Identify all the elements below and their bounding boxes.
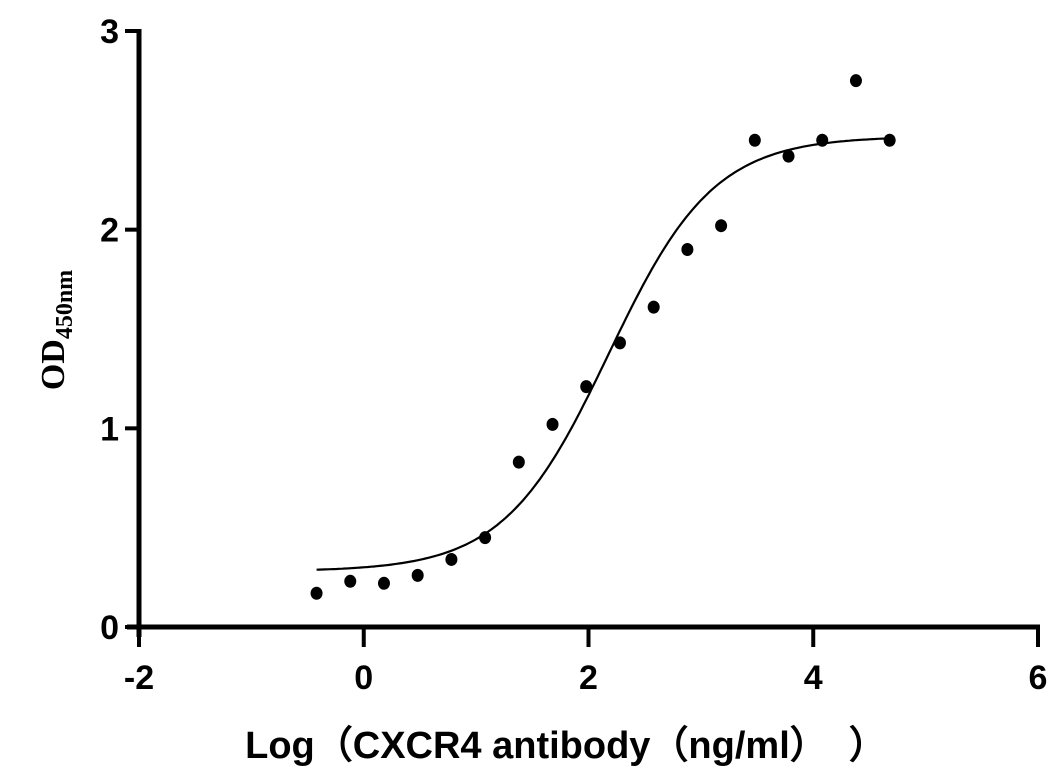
- data-point: [580, 380, 593, 394]
- data-point: [445, 552, 458, 566]
- x-axis-label: Log（CXCR4 antibody（ng/ml） ）: [245, 725, 887, 767]
- y-tick-label: 0: [100, 609, 119, 647]
- y-axis-label-main: OD: [35, 339, 72, 390]
- data-point: [546, 417, 559, 431]
- data-point: [613, 336, 626, 350]
- data-point: [883, 133, 896, 147]
- data-point: [748, 133, 761, 147]
- y-tick-label: 1: [100, 410, 119, 448]
- x-tick-label: 0: [354, 659, 373, 697]
- data-point: [479, 531, 492, 545]
- fit-curve: [316, 137, 890, 571]
- data-point: [816, 133, 829, 147]
- x-tick-label: -2: [124, 659, 154, 697]
- data-points-layer: [310, 74, 896, 600]
- data-point: [377, 576, 390, 590]
- x-tick-label: 2: [579, 659, 598, 697]
- y-tick-label: 2: [100, 212, 119, 250]
- data-point: [512, 455, 525, 469]
- data-point: [849, 74, 862, 88]
- data-point: [310, 586, 323, 600]
- data-point: [681, 243, 694, 257]
- y-tick-label: 3: [100, 13, 119, 51]
- fit-curve-layer: [316, 137, 890, 571]
- data-point: [782, 149, 795, 163]
- x-tick-label: 4: [804, 659, 823, 697]
- data-point: [344, 574, 357, 588]
- data-point: [647, 300, 660, 314]
- data-point: [715, 219, 728, 233]
- x-tick-label: 6: [1029, 659, 1048, 697]
- y-axis-label-subscript: 450nm: [52, 270, 78, 339]
- data-point: [411, 568, 424, 582]
- y-axis-label: OD450nm: [35, 270, 78, 390]
